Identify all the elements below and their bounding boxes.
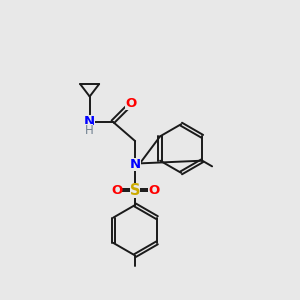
- Text: H: H: [85, 124, 93, 136]
- Text: N: N: [84, 115, 95, 128]
- Text: O: O: [148, 184, 159, 196]
- Text: O: O: [125, 98, 136, 110]
- Text: O: O: [111, 184, 122, 196]
- Text: N: N: [130, 158, 141, 171]
- Text: S: S: [130, 183, 140, 198]
